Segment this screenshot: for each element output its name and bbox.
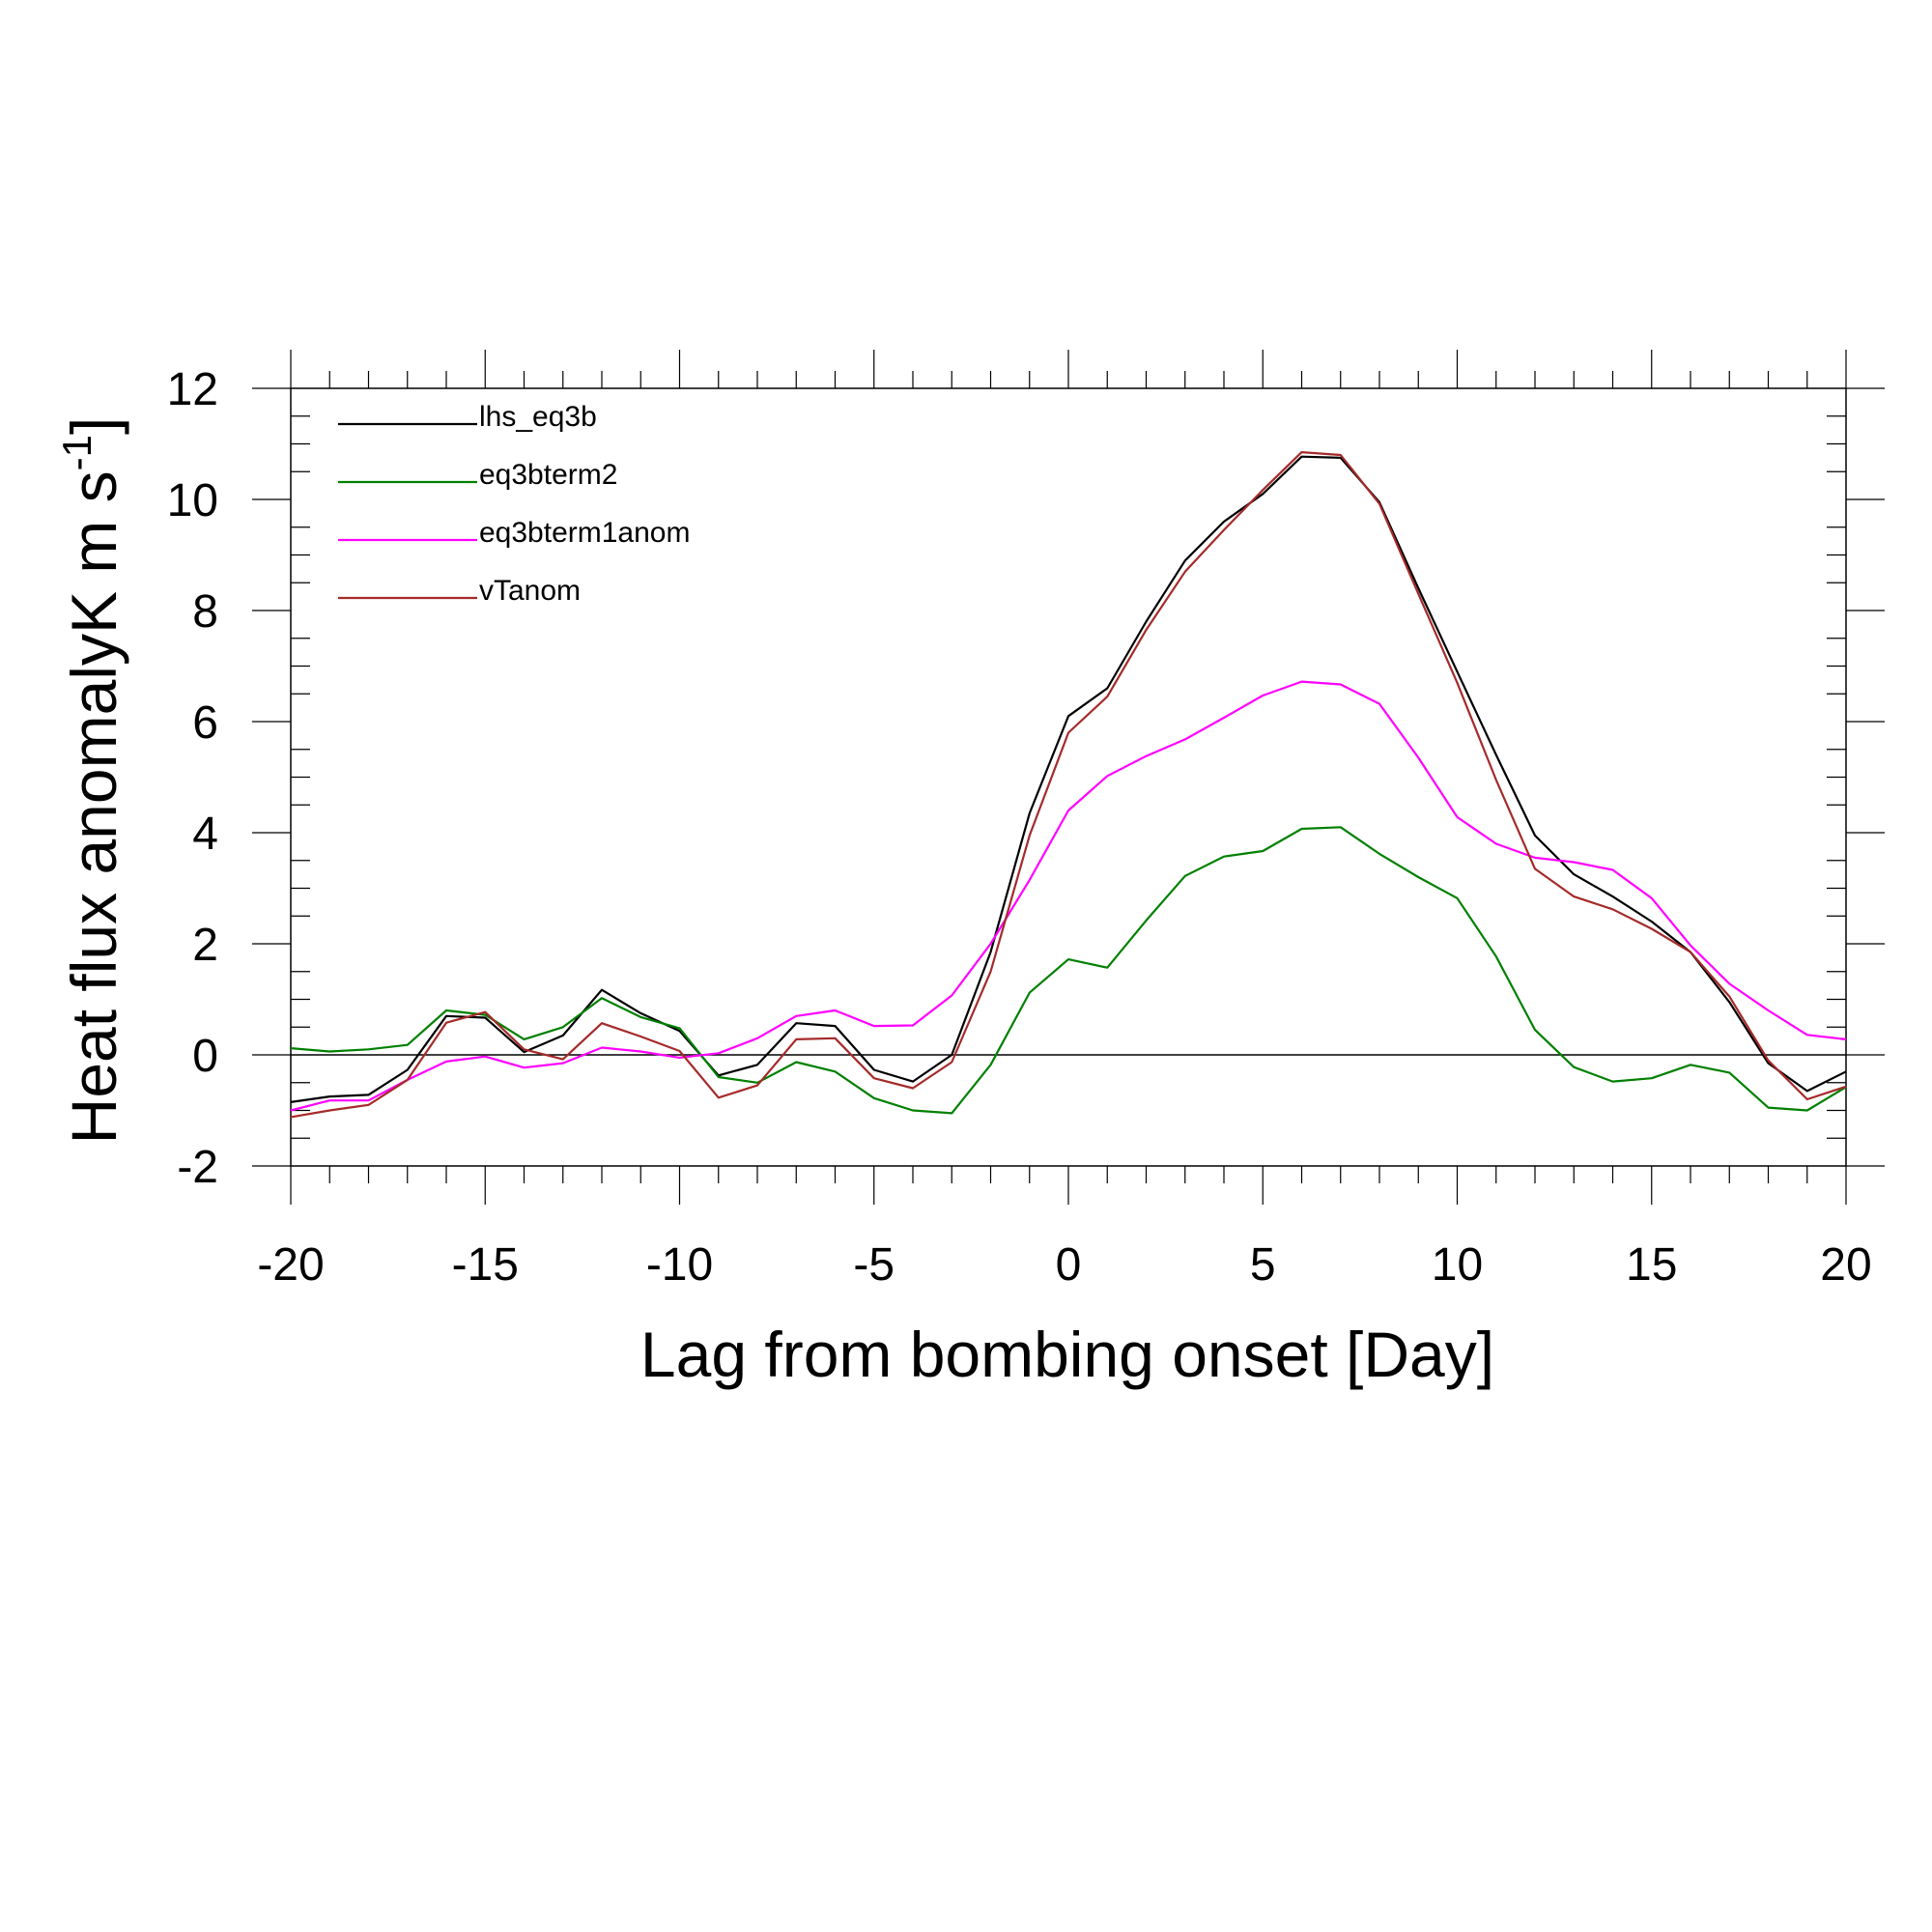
y-tick-labels: -2 0 2 4 6 8 10 12 (167, 364, 218, 1193)
plot-area: lhs_eq3b eq3bterm2 eq3bterm1anom vTanom (252, 350, 1885, 1205)
x-tick-label: 15 (1626, 1239, 1677, 1291)
x-axis-title: Lag from bombing onset [Day] (640, 1319, 1494, 1390)
legend-label-eq3bterm1anom: eq3bterm1anom (479, 517, 690, 549)
y-axis-title: Heat flux anomalyK m s-1] (54, 417, 129, 1145)
x-tick-labels: -20 -15 -10 -5 0 5 10 15 20 (257, 1239, 1871, 1291)
legend: lhs_eq3b eq3bterm2 eq3bterm1anom vTanom (338, 401, 690, 607)
y-tick-label: 2 (192, 920, 218, 971)
series-line-vTanom (290, 451, 1847, 1119)
y-tick-label: 4 (192, 809, 218, 860)
y-tick-label: 6 (192, 697, 218, 749)
y-axis-title-close: ] (58, 417, 129, 435)
series-layer (290, 451, 1847, 1119)
y-tick-label: 12 (167, 364, 218, 415)
legend-label-eq3bterm2: eq3bterm2 (479, 459, 617, 491)
x-tick-label: -20 (257, 1239, 324, 1291)
legend-label-vTanom: vTanom (479, 575, 581, 607)
x-tick-label: -5 (853, 1239, 895, 1291)
y-tick-label: 0 (192, 1031, 218, 1082)
x-tick-label: 20 (1820, 1239, 1871, 1291)
y-tick-label: 8 (192, 586, 218, 638)
y-tick-label: 10 (167, 475, 218, 526)
x-tick-label: 10 (1432, 1239, 1483, 1291)
series-line-lhs_eq3b (290, 455, 1847, 1103)
y-axis-title-superscript: -1 (54, 435, 99, 470)
y-axis-title-main: Heat flux anomalyK m s (58, 470, 129, 1144)
x-tick-label: 5 (1250, 1239, 1276, 1291)
y-tick-label: -2 (177, 1142, 218, 1193)
x-tick-label: -10 (646, 1239, 713, 1291)
legend-label-lhs_eq3b: lhs_eq3b (479, 401, 597, 433)
x-tick-label: -15 (452, 1239, 519, 1291)
series-line-eq3bterm2 (290, 826, 1847, 1115)
x-tick-label: 0 (1056, 1239, 1082, 1291)
axis-ticks (252, 350, 1885, 1205)
series-line-eq3bterm1anom (290, 680, 1847, 1112)
